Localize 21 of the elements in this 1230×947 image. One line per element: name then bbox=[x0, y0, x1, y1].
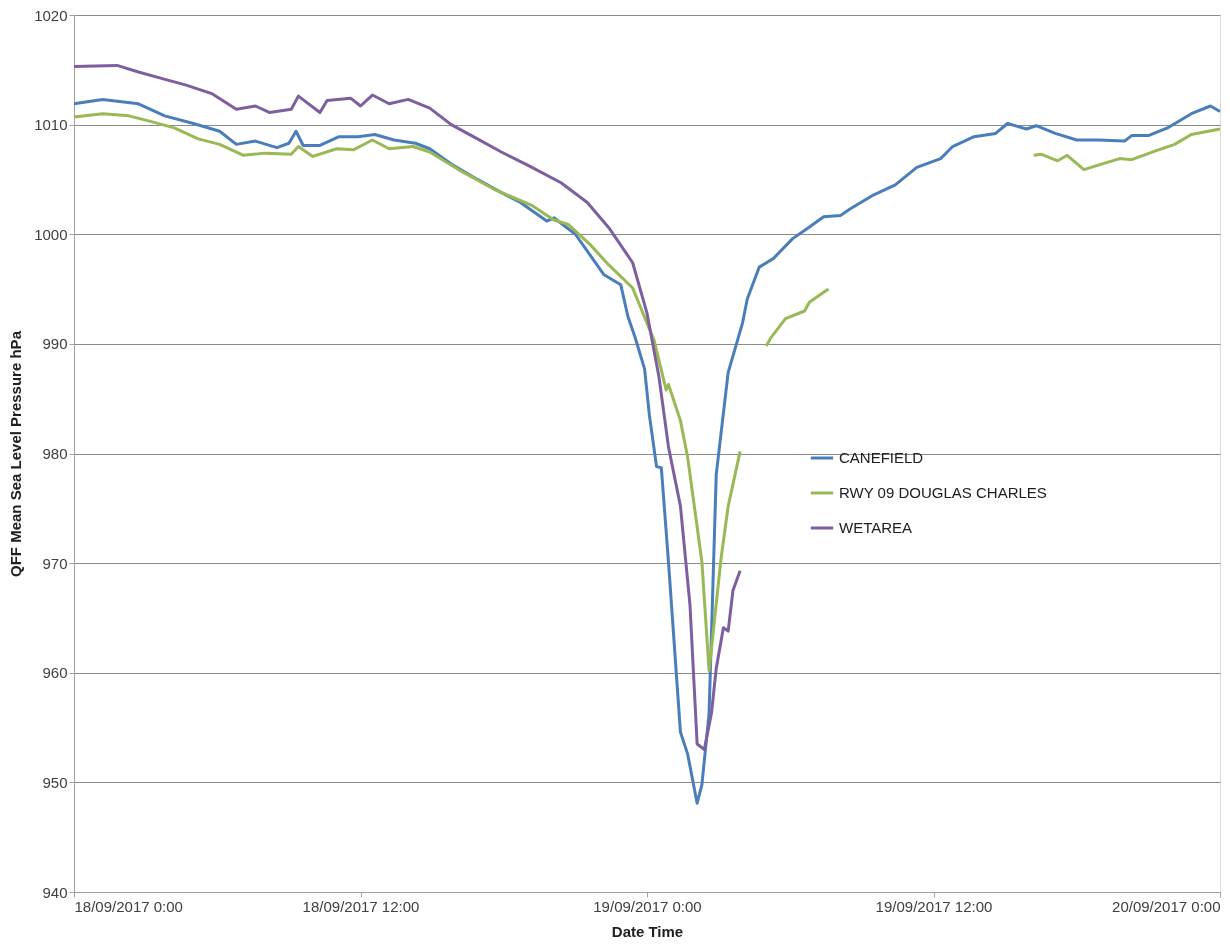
y-tick-label: 960 bbox=[42, 664, 68, 682]
line-series bbox=[72, 63, 742, 751]
y-tick-label: 990 bbox=[42, 335, 68, 353]
x-tick-label: 19/09/2017 0:00 bbox=[593, 897, 702, 915]
x-tick-label: 19/09/2017 12:00 bbox=[875, 897, 993, 915]
x-tick-label: 18/09/2017 12:00 bbox=[302, 897, 420, 915]
legend-label: CANEFIELD bbox=[839, 449, 924, 466]
y-tick-label: 940 bbox=[42, 883, 68, 901]
x-axis-title: Date Time bbox=[611, 922, 684, 940]
y-tick-label: 1020 bbox=[34, 6, 68, 24]
x-tick-label: 18/09/2017 0:00 bbox=[74, 897, 183, 915]
line-series bbox=[72, 97, 1222, 805]
y-axis-title: QFF Mean Sea Level Pressure hPa bbox=[7, 330, 25, 577]
y-tick-label: 1000 bbox=[34, 225, 68, 243]
y-tick-label: 970 bbox=[42, 554, 68, 572]
legend-label: RWY 09 DOUGLAS CHARLES bbox=[839, 484, 1047, 501]
x-tick-label: 20/09/2017 0:00 bbox=[1112, 897, 1221, 915]
y-tick-label: 1010 bbox=[34, 116, 68, 134]
y-tick-label: 980 bbox=[42, 445, 68, 462]
y-tick-label: 950 bbox=[42, 773, 68, 791]
legend-label: WETAREA bbox=[839, 519, 913, 536]
